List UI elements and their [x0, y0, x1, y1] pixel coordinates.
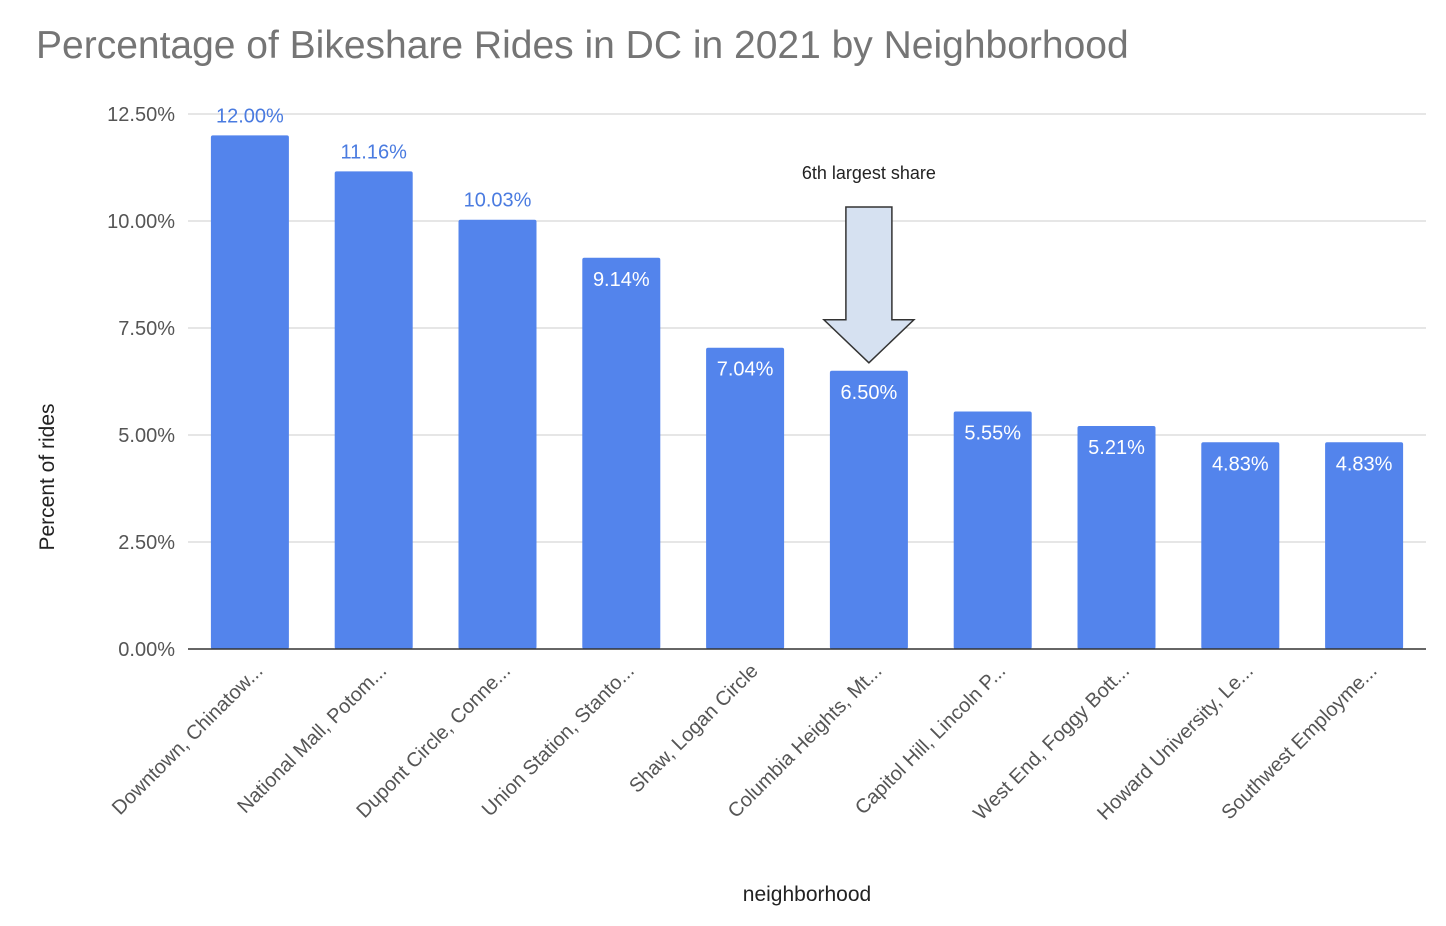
chart-title: Percentage of Bikeshare Rides in DC in 2… [36, 24, 1129, 67]
bar [210, 135, 289, 649]
bar [458, 219, 537, 649]
data-label: 5.21% [1088, 437, 1145, 459]
annotation-text: 6th largest share [802, 163, 936, 183]
bar [334, 171, 413, 650]
y-tick-label: 7.50% [118, 318, 175, 340]
data-label: 12.00% [216, 105, 284, 127]
x-axis-title: neighborhood [743, 883, 871, 906]
bar [829, 370, 908, 649]
annotation: 6th largest share [802, 163, 936, 364]
data-label: 5.55% [964, 422, 1021, 444]
bar [953, 411, 1032, 649]
data-label: 7.04% [717, 359, 774, 381]
bar [1201, 442, 1280, 649]
y-axis-title: Percent of rides [36, 403, 59, 550]
data-label: 9.14% [593, 269, 650, 291]
y-tick-label: 10.00% [107, 211, 175, 233]
data-label: 4.83% [1212, 453, 1269, 475]
data-label: 11.16% [341, 141, 408, 163]
x-tick-label: Shaw, Logan Circle [625, 660, 762, 797]
y-tick-label: 12.50% [107, 104, 175, 126]
bar [1325, 442, 1404, 649]
y-tick-label: 0.00% [118, 639, 175, 661]
down-arrow-icon [822, 206, 916, 364]
y-tick-label: 2.50% [118, 532, 175, 554]
bar [1077, 426, 1156, 649]
bars [210, 135, 1404, 650]
bar [582, 257, 661, 649]
y-tick-label: 5.00% [118, 425, 175, 447]
data-labels: 12.00% 11.16% 10.03% 9.14% 7.04% 6.50% 5.55% 5.… [216, 105, 1393, 475]
x-axis-categories: Downtown, Chinatow...National Mall, Poto… [108, 660, 1382, 825]
data-label: 6.50% [841, 382, 898, 404]
bar [706, 347, 785, 649]
data-label: 10.03% [464, 190, 532, 212]
data-label: 4.83% [1336, 453, 1393, 475]
y-axis-ticks: 0.00% 2.50% 5.00% 7.50% 10.00% 12.50% [107, 104, 175, 661]
